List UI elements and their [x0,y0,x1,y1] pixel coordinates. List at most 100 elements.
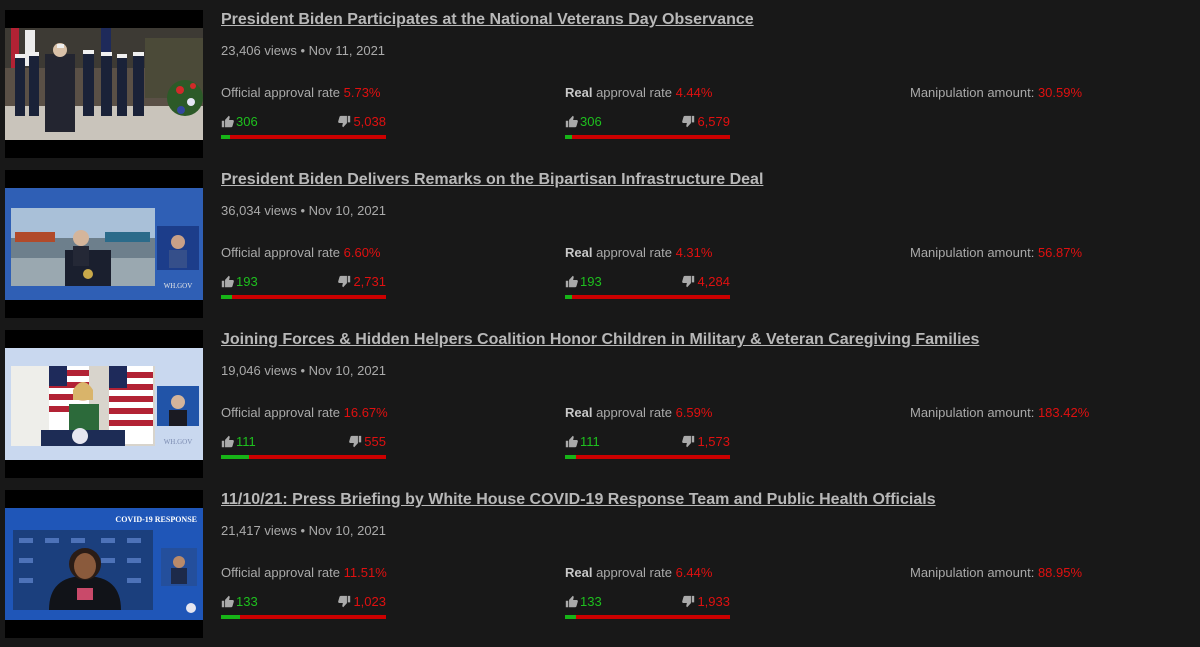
official-like-count: 111 [236,434,256,449]
thumbs-up-icon [221,275,234,288]
manipulation-amount: Manipulation amount: 30.59% [910,85,1082,100]
thumbs-down-icon [682,435,695,448]
real-approval-label: approval rate [592,85,672,100]
real-ratio-bar [565,135,730,139]
video-title-link[interactable]: President Biden Participates at the Nati… [221,11,754,28]
official-approval-rate: 5.73% [343,85,381,100]
official-ratio-fill [221,135,231,139]
video-thumbnail[interactable]: WH.GOV [5,330,203,478]
real-ratio-fill [565,455,576,459]
view-count: 36,034 views [221,203,297,218]
official-ratio-fill [221,455,249,459]
veterans-ceremony-image [5,28,203,140]
official-votes: 306 5,038 [221,114,386,132]
thumbs-down-icon [338,595,351,608]
publish-date: Nov 10, 2021 [308,523,387,538]
publish-date: Nov 10, 2021 [308,203,387,218]
official-approval: Official approval rate 11.51% [221,565,387,580]
real-votes: 133 1,933 [565,594,730,612]
official-approval: Official approval rate 6.60% [221,245,381,260]
manipulation-value: 88.95% [1037,565,1083,580]
real-votes: 111 1,573 [565,434,730,452]
real-approval-rate: 4.31% [675,245,713,260]
manipulation-amount: Manipulation amount: 56.87% [910,245,1082,260]
real-approval-rate: 6.44% [675,565,713,580]
video-title-link[interactable]: Joining Forces & Hidden Helpers Coalitio… [221,331,980,348]
real-votes: 193 4,284 [565,274,730,292]
real-dislike-count: 4,284 [697,274,730,289]
video-meta: 23,406 views • Nov 11, 2021 [221,43,386,58]
official-like-count: 133 [236,594,258,609]
official-votes: 193 2,731 [221,274,386,292]
real-approval-label-bold: Real [565,565,593,580]
real-approval: Real approval rate 4.44% [565,85,712,100]
thumbs-up-icon [221,435,234,448]
official-approval: Official approval rate 16.67% [221,405,388,420]
real-ratio-bar [565,455,730,459]
thumbs-down-icon [682,115,695,128]
real-like-count: 133 [580,594,602,609]
infrastructure-remarks-image: WH.GOV [5,188,203,300]
real-approval-label: approval rate [592,565,672,580]
manipulation-label: Manipulation amount: [910,85,1035,100]
official-ratio-bar [221,455,386,459]
publish-date: Nov 10, 2021 [308,363,387,378]
real-votes: 306 6,579 [565,114,730,132]
real-ratio-bar [565,615,730,619]
manipulation-label: Manipulation amount: [910,245,1035,260]
thumbs-up-icon [221,115,234,128]
official-dislike-count: 1,023 [353,594,386,609]
real-approval-rate: 6.59% [675,405,713,420]
official-dislike-count: 5,038 [353,114,386,129]
video-thumbnail[interactable]: COVID-19 RESPONSE [5,490,203,638]
official-approval-label: Official approval rate [221,565,340,580]
thumbs-down-icon [338,275,351,288]
thumbs-down-icon [682,595,695,608]
thumbs-down-icon [682,275,695,288]
thumbs-up-icon [221,595,234,608]
real-approval-label: approval rate [592,405,672,420]
manipulation-label: Manipulation amount: [910,405,1035,420]
manipulation-value: 30.59% [1037,85,1083,100]
thumbnail-caption: WH.GOV [164,282,193,290]
manipulation-value: 183.42% [1037,405,1090,420]
official-votes: 133 1,023 [221,594,386,612]
real-like-count: 193 [580,274,602,289]
thumbs-down-icon [349,435,362,448]
video-thumbnail[interactable] [5,10,203,158]
manipulation-amount: Manipulation amount: 88.95% [910,565,1082,580]
official-approval-label: Official approval rate [221,85,340,100]
manipulation-value: 56.87% [1037,245,1083,260]
thumbnail-caption: WH.GOV [164,438,193,446]
real-like-count: 111 [580,434,600,449]
view-count: 21,417 views [221,523,297,538]
thumbnail-caption: COVID-19 RESPONSE [115,515,197,524]
covid-briefing-image: COVID-19 RESPONSE [5,508,203,620]
official-approval-rate: 16.67% [343,405,388,420]
video-title-link[interactable]: 11/10/21: Press Briefing by White House … [221,491,936,508]
real-approval-label: approval rate [592,245,672,260]
official-ratio-bar [221,135,386,139]
real-approval-label-bold: Real [565,85,593,100]
video-row: President Biden Participates at the Nati… [0,0,1200,158]
video-meta: 21,417 views • Nov 10, 2021 [221,523,387,538]
video-title-link[interactable]: President Biden Delivers Remarks on the … [221,171,764,188]
real-approval-label-bold: Real [565,245,593,260]
official-approval-rate: 11.51% [343,565,387,580]
official-ratio-fill [221,295,232,299]
official-like-count: 193 [236,274,258,289]
official-ratio-bar [221,295,386,299]
joining-forces-image: WH.GOV [5,348,203,460]
thumbs-up-icon [565,115,578,128]
real-approval: Real approval rate 4.31% [565,245,712,260]
video-row: COVID-19 RESPONSE [0,480,1200,638]
real-dislike-count: 1,573 [697,434,730,449]
video-thumbnail[interactable]: WH.GOV [5,170,203,318]
thumbs-up-icon [565,275,578,288]
manipulation-amount: Manipulation amount: 183.42% [910,405,1089,420]
official-dislike-count: 555 [364,434,386,449]
official-approval-label: Official approval rate [221,245,340,260]
real-ratio-fill [565,295,573,299]
video-meta: 19,046 views • Nov 10, 2021 [221,363,387,378]
publish-date: Nov 11, 2021 [308,43,386,58]
